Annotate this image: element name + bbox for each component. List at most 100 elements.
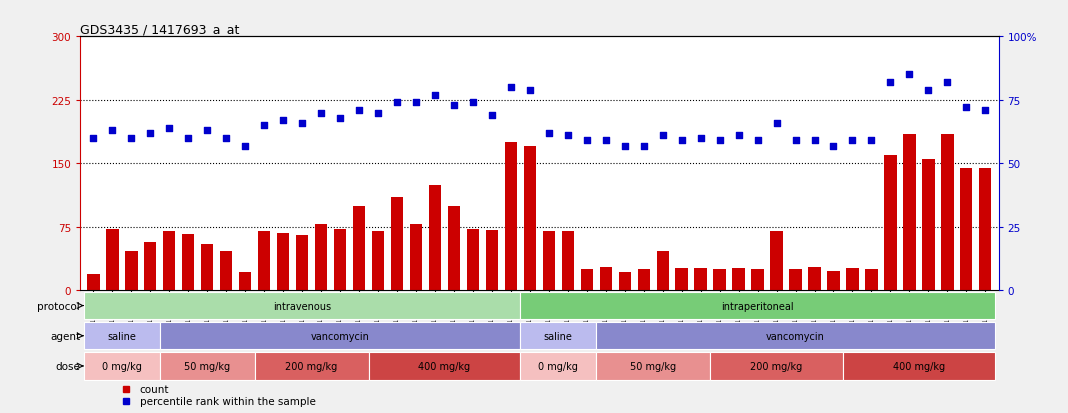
Point (104, 128, 121, 134)
Bar (106, 230, 119, 291)
Point (484, 112, 501, 119)
Text: GDS3435 / 1417693_a_at: GDS3435 / 1417693_a_at (80, 23, 239, 36)
Point (900, 72, 917, 78)
Bar (467, 230, 480, 291)
Text: intraperitoneal: intraperitoneal (721, 301, 794, 311)
Point (274, 118, 292, 124)
Point (749, 138, 766, 145)
Point (389, 100, 406, 107)
Point (654, 133, 671, 139)
Point (920, 87, 937, 94)
Point (445, 102, 462, 109)
Bar (486, 231, 498, 291)
Bar (599, 267, 612, 291)
Bar (789, 270, 802, 291)
Point (237, 143, 254, 150)
Bar (710, 353, 843, 380)
Bar (922, 160, 934, 291)
Bar (334, 230, 346, 291)
Point (465, 100, 482, 107)
Point (426, 92, 443, 99)
Point (806, 138, 823, 145)
Bar (315, 225, 327, 291)
Bar (296, 236, 309, 291)
Bar (144, 242, 157, 291)
Text: 200 mg/kg: 200 mg/kg (285, 361, 337, 371)
Point (882, 80, 899, 86)
Bar (979, 168, 991, 291)
Bar (160, 323, 520, 349)
Bar (239, 272, 251, 291)
Bar (657, 251, 669, 291)
Bar (941, 134, 954, 291)
Bar (372, 232, 384, 291)
Bar (520, 323, 596, 349)
Point (673, 138, 690, 145)
Bar (391, 198, 404, 291)
Bar (865, 270, 878, 291)
Point (560, 133, 577, 139)
Bar (713, 270, 726, 291)
Text: saline: saline (108, 331, 137, 341)
Point (597, 138, 614, 145)
Point (161, 125, 178, 132)
Bar (884, 156, 896, 291)
Bar (505, 143, 517, 291)
Bar (183, 234, 194, 291)
Bar (904, 134, 915, 291)
Bar (84, 353, 160, 380)
Point (218, 135, 235, 142)
Bar (562, 232, 574, 291)
Point (370, 110, 387, 116)
Point (199, 128, 216, 134)
Point (787, 138, 804, 145)
Point (142, 130, 159, 137)
Point (635, 143, 653, 150)
Point (863, 138, 880, 145)
Text: 400 mg/kg: 400 mg/kg (419, 361, 471, 371)
Bar (258, 232, 270, 291)
Point (731, 133, 748, 139)
Point (939, 80, 956, 86)
Point (977, 107, 994, 114)
Text: agent: agent (50, 331, 80, 341)
Point (350, 107, 367, 114)
Bar (520, 353, 596, 380)
Point (294, 120, 311, 127)
Bar (254, 353, 368, 380)
Bar (596, 323, 994, 349)
Bar (694, 268, 707, 291)
Bar (447, 206, 460, 291)
Text: saline: saline (544, 331, 572, 341)
Point (768, 120, 785, 127)
Bar (638, 270, 650, 291)
Point (521, 87, 538, 94)
Point (711, 138, 728, 145)
Point (123, 135, 140, 142)
Bar (277, 233, 289, 291)
Text: intravenous: intravenous (273, 301, 331, 311)
Text: protocol: protocol (37, 301, 80, 311)
Point (692, 135, 709, 142)
Bar (84, 323, 160, 349)
Text: dose: dose (56, 361, 80, 371)
Bar (84, 292, 520, 319)
Point (179, 135, 197, 142)
Bar (520, 292, 994, 319)
Bar (733, 268, 744, 291)
Point (84, 135, 101, 142)
Text: vancomycin: vancomycin (311, 331, 370, 341)
Text: 400 mg/kg: 400 mg/kg (893, 361, 945, 371)
Bar (523, 147, 536, 291)
Text: 0 mg/kg: 0 mg/kg (538, 361, 578, 371)
Point (578, 138, 595, 145)
Point (331, 115, 348, 122)
Bar (596, 353, 710, 380)
Bar (368, 353, 520, 380)
Point (958, 105, 975, 112)
Bar (543, 232, 555, 291)
Text: 50 mg/kg: 50 mg/kg (184, 361, 231, 371)
Bar (846, 268, 859, 291)
Bar (960, 168, 973, 291)
Bar (352, 206, 365, 291)
